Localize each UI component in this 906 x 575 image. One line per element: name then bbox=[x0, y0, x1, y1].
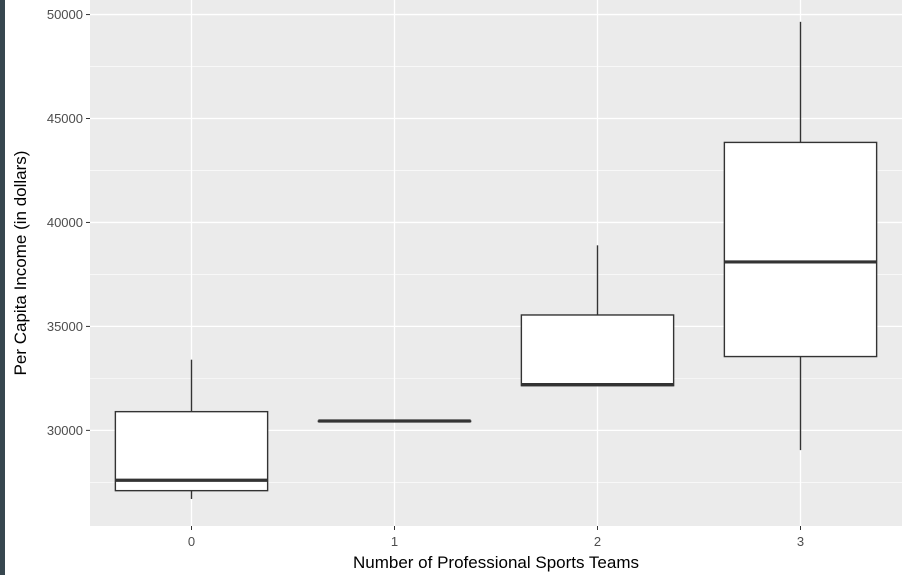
y-axis-title: Per Capita Income (in dollars) bbox=[11, 151, 30, 376]
box-iqr bbox=[114, 410, 269, 492]
left-edge-strip bbox=[0, 0, 5, 575]
y-tick-label: 50000 bbox=[47, 7, 83, 22]
box-iqr bbox=[520, 314, 675, 387]
box-iqr bbox=[723, 141, 878, 358]
y-tick-label: 45000 bbox=[47, 111, 83, 126]
box-group bbox=[114, 21, 878, 499]
x-tick-label: 2 bbox=[594, 534, 601, 549]
y-tick-label: 35000 bbox=[47, 319, 83, 334]
box-1 bbox=[317, 419, 472, 423]
box-3 bbox=[723, 21, 878, 451]
x-tick-label: 1 bbox=[391, 534, 398, 549]
box-2 bbox=[520, 245, 675, 387]
x-tick-label: 0 bbox=[188, 534, 195, 549]
y-axis: 30000 35000 40000 45000 50000 bbox=[47, 7, 90, 438]
x-axis-title: Number of Professional Sports Teams bbox=[353, 553, 639, 572]
x-tick-label: 3 bbox=[797, 534, 804, 549]
y-tick-label: 30000 bbox=[47, 423, 83, 438]
box-0 bbox=[114, 359, 269, 499]
y-tick-label: 40000 bbox=[47, 215, 83, 230]
x-axis: 0 1 2 3 bbox=[188, 526, 804, 549]
